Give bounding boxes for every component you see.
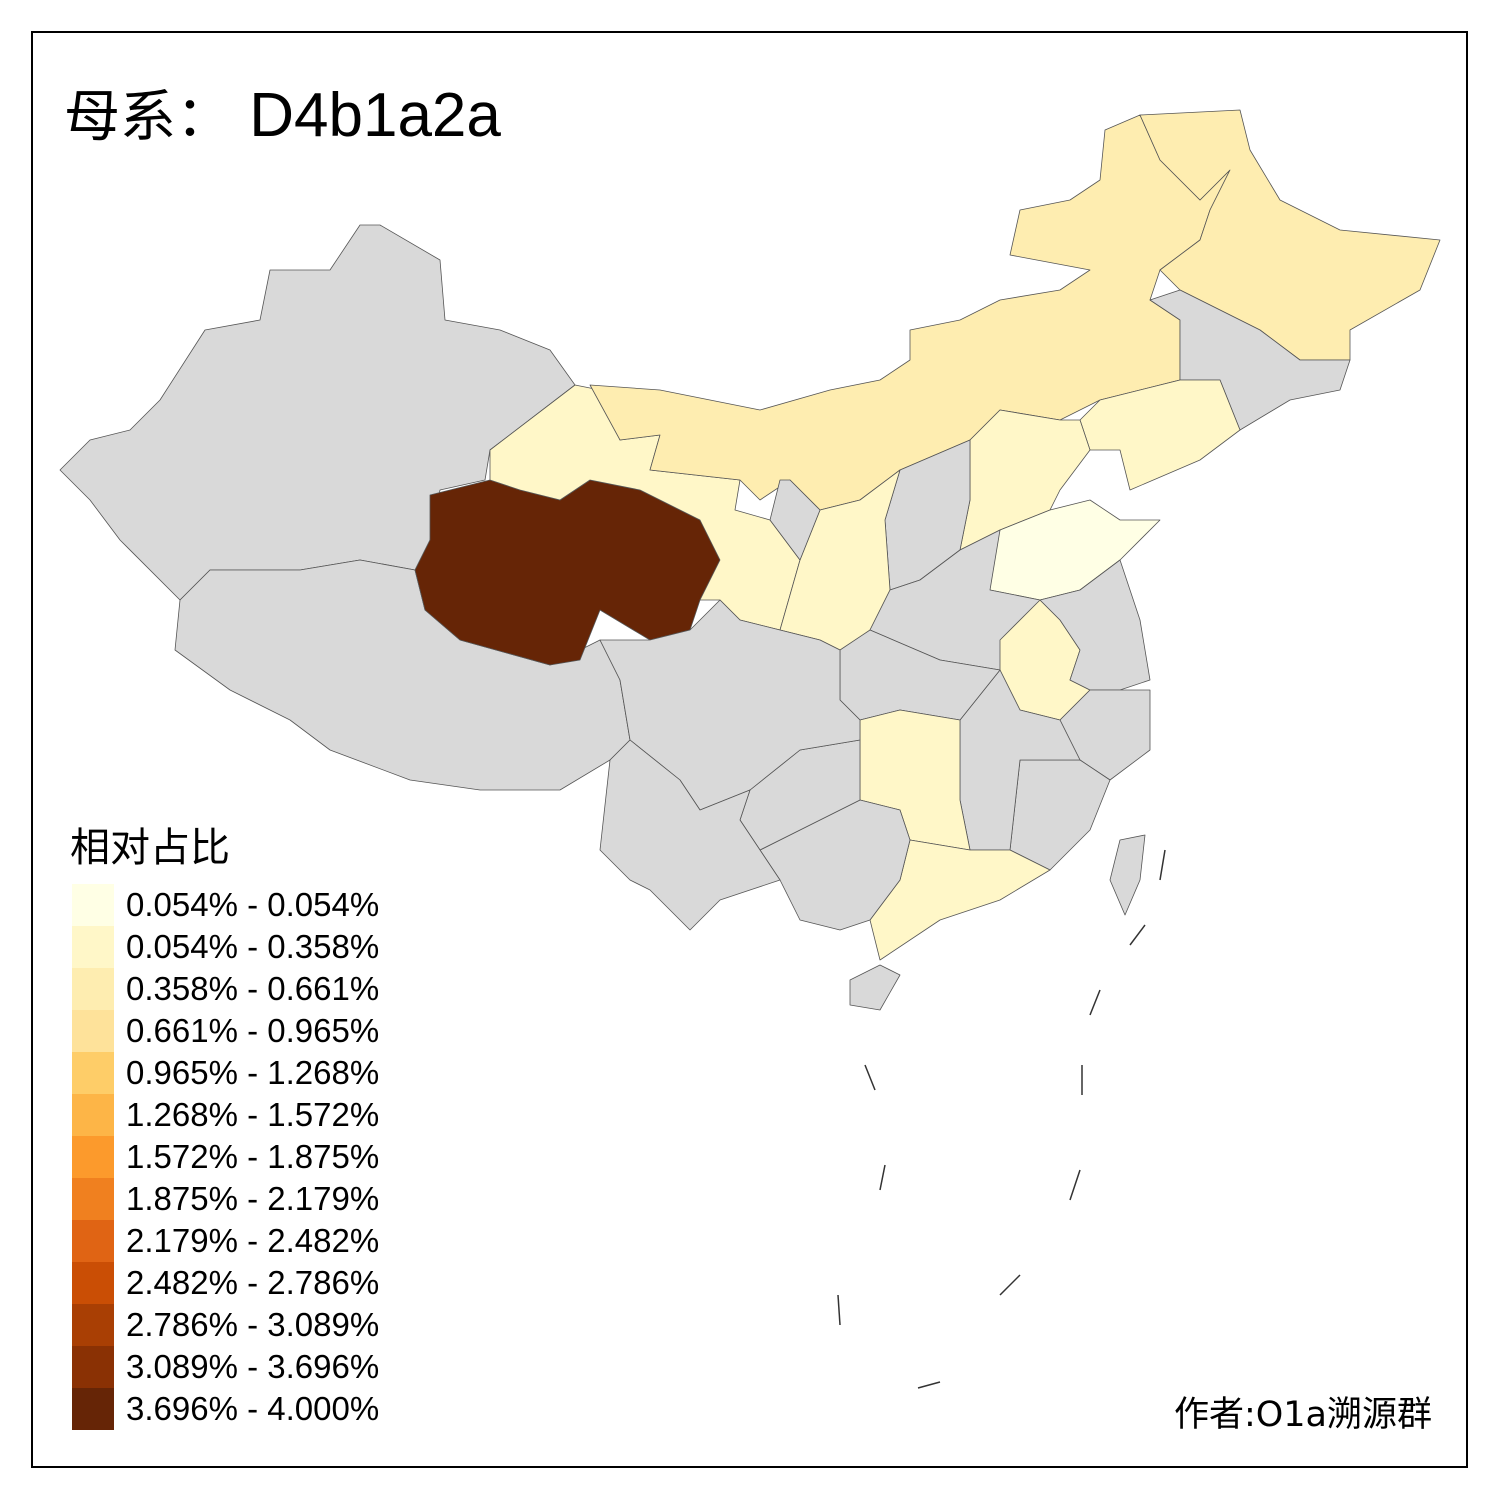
legend-item: 1.875% - 2.179% [72, 1178, 379, 1220]
legend-swatch [72, 1178, 114, 1220]
legend-label: 2.786% - 3.089% [126, 1306, 380, 1343]
south-sea-dash-lines [837, 849, 1166, 1389]
legend-swatch [72, 1388, 114, 1430]
legend-label: 1.268% - 1.572% [126, 1096, 380, 1133]
legend-label: 0.965% - 1.268% [126, 1054, 380, 1091]
legend-swatch [72, 1136, 114, 1178]
legend-label: 2.482% - 2.786% [126, 1264, 380, 1301]
region-yunnan [599, 739, 781, 931]
legend-label: 3.696% - 4.000% [126, 1390, 380, 1427]
legend-item: 0.054% - 0.054% [72, 884, 379, 926]
legend-label: 0.358% - 0.661% [126, 970, 380, 1007]
legend-swatch [72, 968, 114, 1010]
legend-item: 0.054% - 0.358% [72, 926, 379, 968]
author-credit: 作者:O1a溯源群 [1173, 1395, 1432, 1435]
map-frame [31, 31, 1468, 1468]
legend-item: 2.482% - 2.786% [72, 1262, 379, 1304]
legend-item: 1.268% - 1.572% [72, 1094, 379, 1136]
legend-swatch [72, 1304, 114, 1346]
legend-item: 1.572% - 1.875% [72, 1136, 379, 1178]
legend-swatch [72, 926, 114, 968]
legend-swatch [72, 1010, 114, 1052]
region-taiwan [1109, 834, 1146, 916]
map-title: 母系： D4b1a2a [64, 72, 501, 153]
legend-item: 0.358% - 0.661% [72, 968, 379, 1010]
region-fujian [1009, 759, 1111, 871]
legend-label: 3.089% - 3.696% [126, 1348, 380, 1385]
region-ningxia [769, 479, 821, 561]
legend-item: 0.965% - 1.268% [72, 1052, 379, 1094]
legend-item: 3.089% - 3.696% [72, 1346, 379, 1388]
region-hainan [849, 964, 901, 1011]
legend-label: 0.054% - 0.358% [126, 928, 380, 965]
legend-swatch [72, 1094, 114, 1136]
legend-label: 2.179% - 2.482% [126, 1222, 380, 1259]
legend-swatch [72, 1262, 114, 1304]
legend-title: 相对占比 [70, 825, 230, 871]
legend-item: 2.179% - 2.482% [72, 1220, 379, 1262]
legend-swatch [72, 1346, 114, 1388]
legend: 0.054% - 0.054% 0.054% - 0.358% 0.358% - 0… [72, 884, 379, 1430]
legend-label: 0.054% - 0.054% [126, 886, 380, 923]
legend-swatch [72, 884, 114, 926]
region-jilin [1149, 289, 1351, 431]
legend-item: 0.661% - 0.965% [72, 1010, 379, 1052]
legend-item: 2.786% - 3.089% [72, 1304, 379, 1346]
legend-swatch [72, 1052, 114, 1094]
title-prefix: 母系： [64, 85, 232, 150]
legend-item: 3.696% - 4.000% [72, 1388, 379, 1430]
legend-label: 1.572% - 1.875% [126, 1138, 380, 1175]
legend-swatch [72, 1220, 114, 1262]
title-haplogroup: D4b1a2a [249, 81, 501, 150]
legend-label: 1.875% - 2.179% [126, 1180, 380, 1217]
legend-label: 0.661% - 0.965% [126, 1012, 380, 1049]
